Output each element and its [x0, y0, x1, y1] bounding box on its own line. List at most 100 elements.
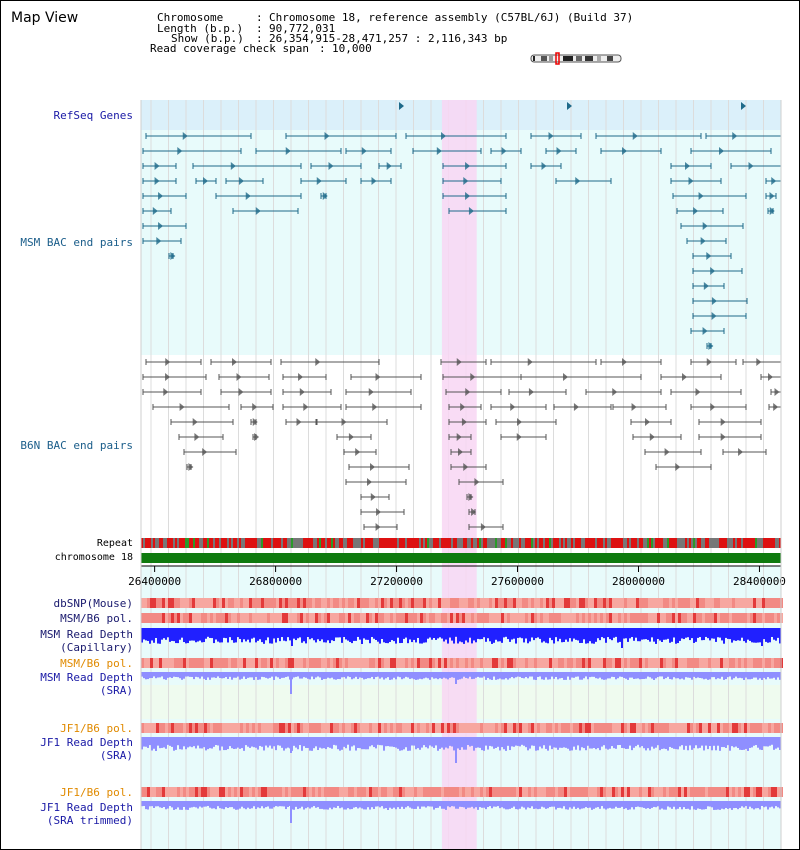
- jf1-b6-pol-2-cell: [456, 787, 459, 797]
- msm-depth-sra-bar: [371, 672, 373, 677]
- jf1-depth-sra-bar: [687, 737, 689, 751]
- jf1-b6-pol-2-cell: [147, 787, 150, 797]
- repeat-segment: [695, 538, 697, 548]
- track-label-refseq[interactable]: RefSeq Genes: [53, 109, 133, 122]
- track-label-jf1-b6-pol[interactable]: JF1/B6 pol.: [60, 722, 133, 735]
- jf1-b6-pol-cell: [774, 723, 777, 733]
- jf1-depth-sra-bar: [745, 737, 747, 749]
- track-label-msm-depth-sra[interactable]: MSM Read Depth: [40, 671, 133, 684]
- msm-depth-capillary-bar: [519, 628, 521, 638]
- jf1-b6-pol-cell: [156, 723, 159, 733]
- jf1-depth-trimmed-bar: [553, 801, 555, 807]
- jf1-b6-pol-cell: [429, 723, 432, 733]
- refseq-gene-marker[interactable]: [567, 102, 572, 110]
- chromosome-bar[interactable]: [141, 553, 781, 563]
- jf1-b6-pol-cell: [285, 723, 288, 733]
- msm-depth-sra-bar: [771, 672, 773, 679]
- jf1-b6-pol-2-cell: [747, 787, 750, 797]
- dbsnp-cell: [345, 598, 348, 608]
- jf1-depth-trimmed-bar: [675, 801, 677, 810]
- msm-depth-sra-bar: [225, 672, 227, 678]
- jf1-b6-pol-cell: [552, 723, 555, 733]
- msm-b6-pol-2-cell: [735, 658, 738, 668]
- repeat-segment: [461, 538, 463, 548]
- repeat-segment: [543, 538, 545, 548]
- jf1-depth-sra-bar: [463, 737, 465, 750]
- jf1-b6-pol-cell: [741, 723, 744, 733]
- msm-b6-pol-cell: [447, 613, 450, 623]
- dbsnp-cell: [525, 598, 528, 608]
- jf1-b6-pol-cell: [618, 723, 621, 733]
- msm-b6-pol-2-cell: [507, 658, 510, 668]
- repeat-segment: [317, 538, 319, 548]
- track-label-jf1-depth-sra[interactable]: JF1 Read Depth: [40, 736, 133, 749]
- jf1-b6-pol-2-cell: [294, 787, 297, 797]
- dbsnp-cell: [414, 598, 417, 608]
- jf1-depth-sra-bar: [283, 737, 285, 751]
- msm-depth-sra-bar: [629, 672, 631, 678]
- msm-b6-pol-cell: [654, 613, 657, 623]
- jf1-depth-trimmed-bar: [455, 801, 457, 809]
- msm-depth-sra-bar: [377, 672, 379, 677]
- jf1-depth-sra-bar: [567, 737, 569, 749]
- msm-depth-capillary-bar: [641, 628, 643, 640]
- msm-depth-sra-bar: [585, 672, 587, 677]
- track-label-dbsnp[interactable]: dbSNP(Mouse): [53, 597, 133, 610]
- jf1-b6-pol-cell: [279, 723, 282, 733]
- msm-depth-sra-spike: [455, 672, 457, 684]
- dbsnp-cell: [339, 598, 342, 608]
- msm-b6-pol-2-cell: [234, 658, 237, 668]
- msm-depth-capillary-bar: [307, 628, 309, 638]
- refseq-gene-marker[interactable]: [741, 102, 746, 110]
- b6n-bac-pair-arrow: [194, 433, 200, 441]
- jf1-depth-sra-bar: [577, 737, 579, 746]
- jf1-b6-pol-cell: [777, 723, 780, 733]
- dbsnp-cell: [477, 598, 480, 608]
- jf1-depth-sra-bar: [193, 737, 195, 747]
- msm-depth-sra-bar: [299, 672, 301, 679]
- jf1-b6-pol-2-cell: [189, 787, 192, 797]
- track-label-jf1-depth-trimmed[interactable]: JF1 Read Depth: [40, 801, 133, 814]
- msm-b6-pol-cell: [558, 613, 561, 623]
- msm-depth-capillary-bar: [227, 628, 229, 643]
- track-label-msm-bac[interactable]: MSM BAC end pairs: [20, 236, 133, 249]
- msm-depth-sra-bar: [759, 672, 761, 679]
- refseq-gene-marker[interactable]: [399, 102, 404, 110]
- track-label-jf1-b6-pol-2[interactable]: JF1/B6 pol.: [60, 786, 133, 799]
- jf1-b6-pol-2-cell: [261, 787, 264, 797]
- track-label-msm-b6-pol[interactable]: MSM/B6 pol.: [60, 612, 133, 625]
- jf1-depth-trimmed-bar: [191, 801, 193, 808]
- msm-depth-sra-bar: [185, 672, 187, 677]
- msm-b6-pol-cell: [411, 613, 414, 623]
- repeat-segment: [333, 538, 335, 548]
- dbsnp-cell: [450, 598, 453, 608]
- msm-bac-pair-arrow: [468, 207, 474, 215]
- jf1-b6-pol-2-cell: [645, 787, 648, 797]
- track-label-msm-depth-capillary[interactable]: MSM Read Depth: [40, 628, 133, 641]
- jf1-depth-trimmed-bar: [731, 801, 733, 810]
- repeat-segment: [727, 538, 729, 548]
- msm-depth-capillary-bar: [165, 628, 167, 640]
- b6n-bac-pair-arrow: [645, 418, 650, 426]
- repeat-segment: [303, 538, 305, 548]
- jf1-b6-pol-cell: [453, 723, 456, 733]
- jf1-depth-sra-bar: [227, 737, 229, 750]
- jf1-depth-trimmed-bar: [353, 801, 355, 808]
- coverage-value: 10,000: [332, 42, 372, 55]
- msm-depth-capillary-bar: [449, 628, 451, 638]
- track-label-msm-b6-pol-2[interactable]: MSM/B6 pol.: [60, 657, 133, 670]
- msm-depth-sra-bar: [335, 672, 337, 680]
- track-label-b6n-bac[interactable]: B6N BAC end pairs: [20, 439, 133, 452]
- jf1-b6-pol-2-cell: [150, 787, 153, 797]
- msm-b6-pol-2-cell: [324, 658, 327, 668]
- msm-b6-pol-2-cell: [711, 658, 714, 668]
- msm-depth-sra-bar: [179, 672, 181, 679]
- msm-depth-sra-bar: [565, 672, 567, 680]
- jf1-depth-sra-bar: [185, 737, 187, 750]
- jf1-b6-pol-2-cell: [498, 787, 501, 797]
- jf1-depth-trimmed-bar: [695, 801, 697, 810]
- repeat-segment: [529, 538, 531, 548]
- msm-depth-capillary-bar: [193, 628, 195, 641]
- msm-depth-sra-bar: [757, 672, 759, 680]
- b6n-bac-pair-arrow: [516, 433, 522, 441]
